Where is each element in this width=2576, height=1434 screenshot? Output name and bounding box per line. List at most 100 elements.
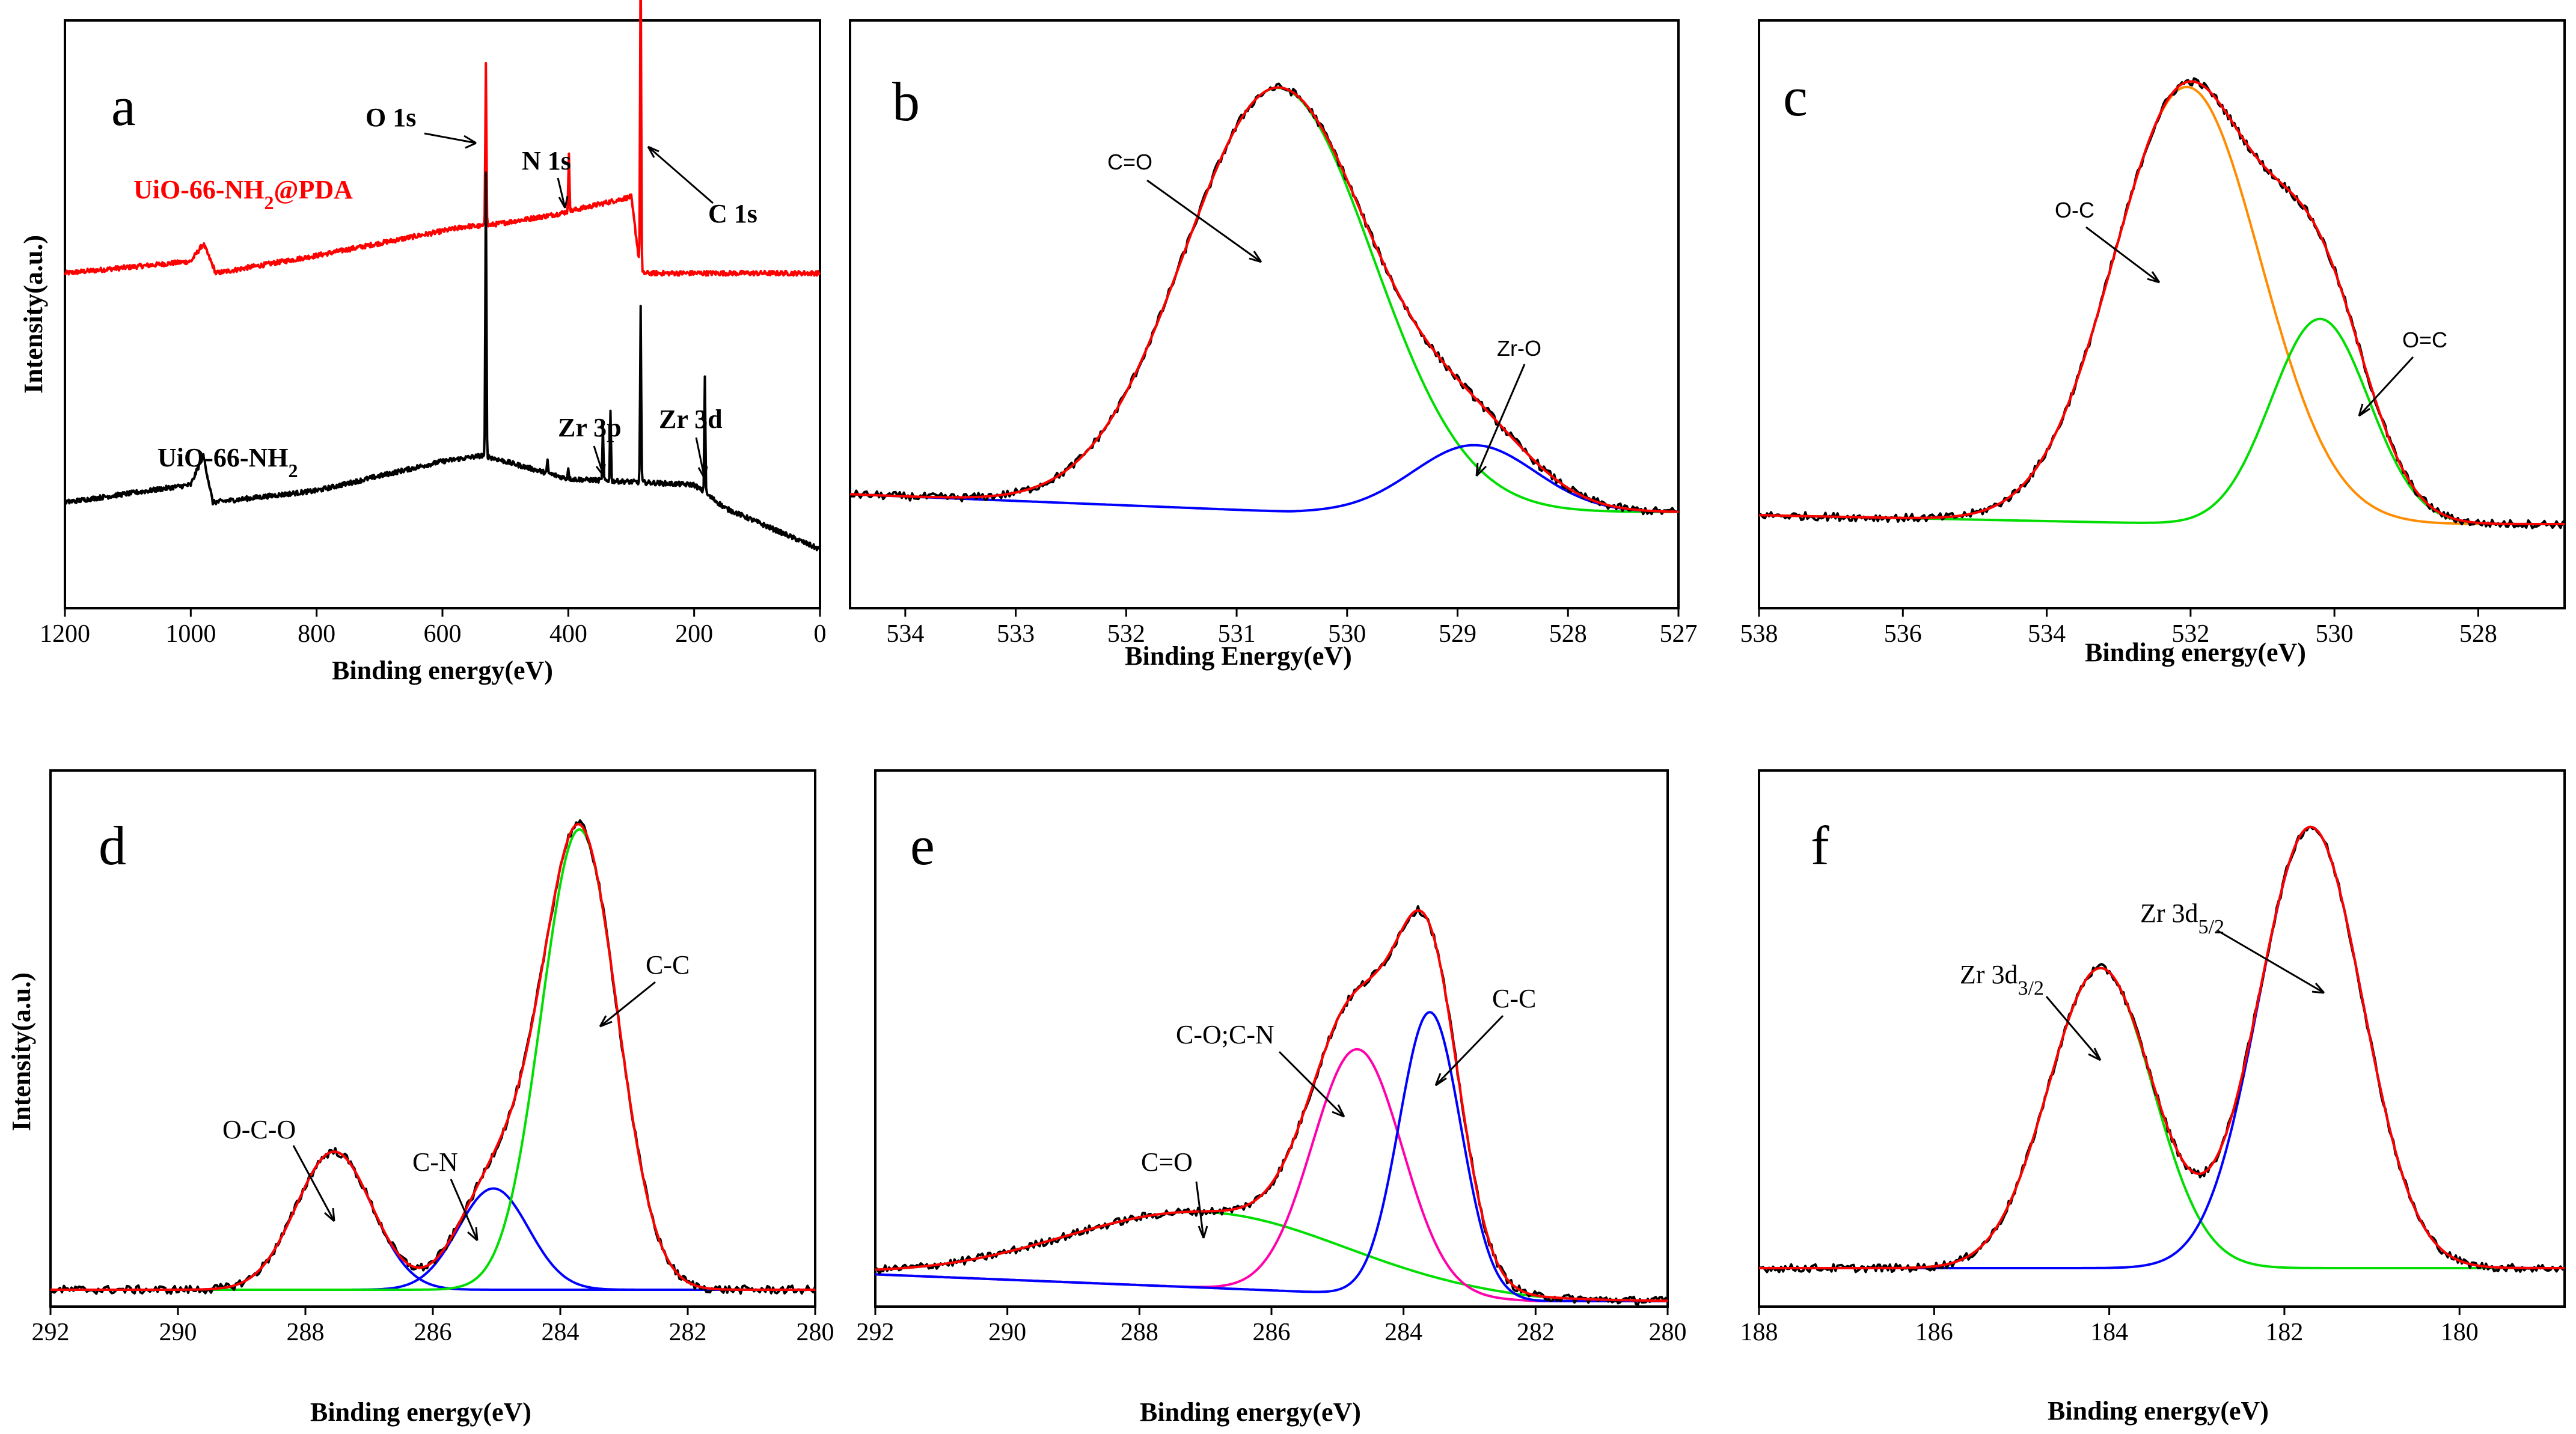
panel-c-frame — [1758, 19, 2566, 609]
d-oco-label: O-C-O — [222, 1115, 296, 1144]
c1s-arrow — [647, 145, 714, 204]
panel-d-xtick-label: 282 — [669, 1319, 707, 1346]
panel-a-xtick-label: 200 — [675, 620, 713, 648]
panel-e-xlabel: Binding energy(eV) — [1140, 1397, 1361, 1427]
panel-b-xtick-label: 534 — [886, 620, 924, 648]
panel-d-curves — [49, 819, 816, 1295]
panel-b-frame — [849, 19, 1680, 609]
panel-a-xtick-label: 1000 — [165, 620, 216, 648]
o1s-label: O 1s — [366, 103, 416, 132]
panel-e-xtick-label: 286 — [1253, 1319, 1291, 1346]
panel-f-xtick-label: 184 — [2090, 1319, 2128, 1346]
panel-b-xtick-label: 530 — [1328, 620, 1366, 648]
d-cn-arrow — [450, 1179, 479, 1242]
panel-b-xtick-label: 533 — [997, 620, 1035, 648]
panel-c-xtick-label: 534 — [2028, 620, 2066, 648]
panel-a-ylabel: Intensity(a.u.) — [19, 235, 48, 394]
d-cn-label: C-N — [412, 1147, 458, 1177]
e-cc-label: C-C — [1492, 984, 1536, 1013]
panel-c-xtick-label: 530 — [2316, 620, 2354, 648]
panel-f-xtick-label: 188 — [1740, 1319, 1778, 1346]
b-zro-arrow — [1475, 364, 1526, 477]
f-zr3d52-label: Zr 3d5/2 — [2140, 899, 2224, 938]
e-coc-n-arrow — [1278, 1051, 1345, 1118]
panel-b-xlabel: Binding Energy(eV) — [1125, 641, 1352, 671]
d-cc-arrow — [599, 981, 656, 1028]
panel-b-xtick-label: 531 — [1218, 620, 1256, 648]
panel-d-label: d — [99, 815, 126, 876]
f-zr3d52-arrow — [2217, 929, 2325, 994]
panel-b-xtick-label: 528 — [1549, 620, 1587, 648]
zr3p-label: Zr 3p — [558, 413, 622, 442]
e-co-label: C=O — [1141, 1147, 1193, 1177]
panel-a-xtick-label: 600 — [424, 620, 462, 648]
panel-d-xtick-label: 280 — [797, 1319, 834, 1346]
panel-c-xtick-label: 528 — [2459, 620, 2497, 648]
panel-e-xtick-label: 284 — [1384, 1319, 1422, 1346]
panel-e-curves — [874, 905, 1669, 1306]
panel-c-xtick-label: 538 — [1740, 620, 1778, 648]
panel-e-fit-envelope — [875, 909, 1668, 1302]
panel-d-ticks: 292 290 288 286 284 282 280 — [32, 1307, 834, 1346]
panel-d-xtick-label: 292 — [32, 1319, 70, 1346]
panel-f-zr3d: f Binding energy(eV) 188 186 184 182 180 Zr … — [1740, 769, 2566, 1426]
panel-b-component-1 — [849, 444, 1679, 513]
zr3d-label: Zr 3d — [659, 404, 723, 434]
panel-e-ticks: 292 290 288 286 284 282 280 — [857, 1307, 1687, 1346]
panel-a-xtick-label: 0 — [814, 620, 827, 648]
c-o=c-label: O=C — [2402, 328, 2447, 352]
panel-a-series-uio-nh2-pda — [64, 0, 821, 277]
d-oco-arrow — [292, 1145, 335, 1222]
panel-e-label: e — [910, 815, 935, 876]
panel-c-xlabel: Binding energy(eV) — [2085, 638, 2306, 667]
panel-e-c1s-pda: e Binding energy(eV) 292 290 288 286 284 282 2… — [857, 769, 1687, 1427]
f-zr3d32-label: Zr 3d3/2 — [1960, 960, 2044, 999]
panel-b-xtick-label: 529 — [1439, 620, 1476, 648]
panel-a-series-uio-nh2 — [64, 171, 821, 552]
panel-b-label: b — [892, 71, 920, 132]
panel-c-xtick-label: 536 — [1884, 620, 1922, 648]
e-cc-arrow — [1434, 1014, 1504, 1087]
e-coc-n-label: C-O;C-N — [1176, 1020, 1274, 1049]
panel-e-xtick-label: 288 — [1121, 1319, 1158, 1346]
panel-b-curves — [849, 82, 1679, 516]
zr3d-arrow — [695, 437, 708, 479]
panel-a-xlabel: Binding energy(eV) — [332, 656, 553, 685]
panel-d-xtick-label: 288 — [287, 1319, 325, 1346]
panel-f-xtick-label: 186 — [1915, 1319, 1953, 1346]
n1s-arrow — [557, 177, 569, 209]
b-co-arrow — [1146, 179, 1262, 263]
panel-d-xtick-label: 290 — [159, 1319, 197, 1346]
panel-c-ticks: 538 536 534 532 530 528 — [1740, 608, 2497, 648]
panel-c-xtick-label: 532 — [2171, 620, 2209, 648]
panel-e-xtick-label: 282 — [1517, 1319, 1555, 1346]
panel-f-xtick-label: 180 — [2441, 1319, 2479, 1346]
c-o=c-arrow — [2358, 356, 2414, 417]
panel-e-xtick-label: 292 — [857, 1319, 895, 1346]
pda-series-label: UiO-66-NH2@PDA — [133, 175, 353, 213]
panel-d-xtick-label: 284 — [542, 1319, 580, 1346]
panel-f-xlabel: Binding energy(eV) — [2048, 1396, 2269, 1426]
panel-a-survey: a Binding energy(eV) Intensity(a.u.) 120… — [19, 0, 827, 685]
panel-f-curves — [1758, 825, 2566, 1274]
panel-c-label: c — [1783, 66, 1808, 127]
panel-b-xtick-label: 527 — [1660, 620, 1698, 648]
panel-f-xtick-label: 182 — [2265, 1319, 2303, 1346]
panel-e-xtick-label: 290 — [988, 1319, 1026, 1346]
panel-e-component-2 — [875, 1011, 1668, 1302]
panel-b-xtick-label: 532 — [1107, 620, 1145, 648]
zr3p-arrow — [593, 445, 606, 477]
b-co-label: C=O — [1107, 150, 1152, 174]
panel-e-xtick-label: 280 — [1649, 1319, 1687, 1346]
c1s-label: C 1s — [708, 199, 757, 228]
panel-a-xtick-label: 1200 — [40, 620, 90, 648]
panel-a-curves — [64, 0, 821, 552]
c-oc-label: O-C — [2055, 198, 2094, 222]
panel-d-ylabel: Intensity(a.u.) — [7, 972, 36, 1131]
panel-c-o1s-pda: c Binding energy(eV) 538 536 534 532 530 528 … — [1740, 19, 2566, 667]
panel-f-ticks: 188 186 184 182 180 — [1740, 1307, 2479, 1346]
panel-b-o1s-uio: b Binding Energy(eV) 534 533 532 531 530 529 5… — [849, 19, 1698, 671]
panel-d-xtick-label: 286 — [414, 1319, 452, 1346]
b-zro-label: Zr-O — [1497, 336, 1541, 361]
panel-f-label: f — [1811, 815, 1829, 876]
